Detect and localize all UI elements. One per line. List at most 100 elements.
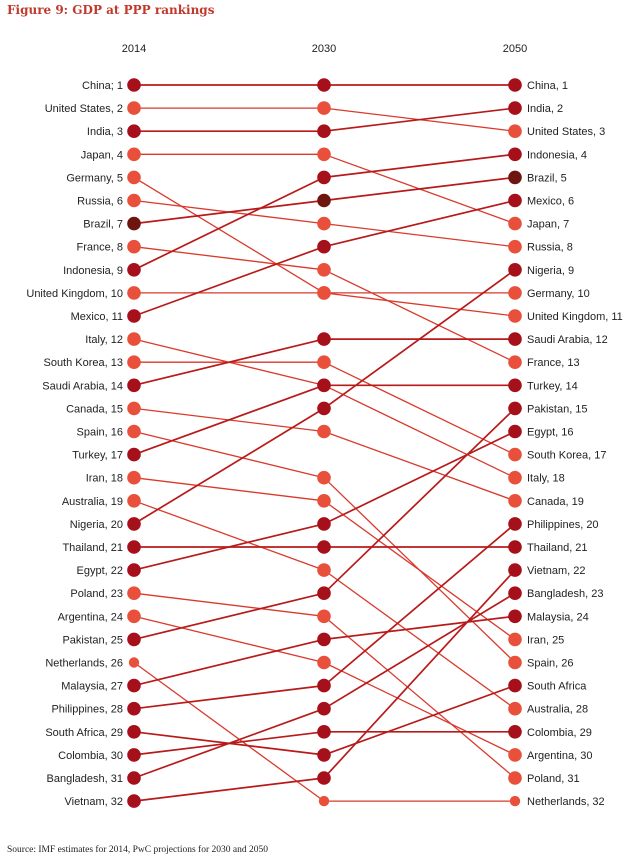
dot-colombia-2030	[317, 725, 331, 739]
line-bangladesh-2030-2050	[323, 592, 516, 710]
source-note: Source: IMF estimates for 2014, PwC proj…	[7, 845, 268, 855]
dot-egypt-2014	[127, 563, 141, 577]
dot-nigeria-2050	[508, 263, 522, 277]
figure-title: Figure 9: GDP at PPP rankings	[7, 3, 215, 17]
rank-dots	[127, 78, 522, 808]
line-brazil-2014-2030	[133, 199, 325, 225]
label-2014-united-kingdom: United Kingdom, 10	[26, 288, 123, 300]
dot-netherlands-2050	[509, 795, 521, 807]
line-italy-2030-2050	[323, 384, 516, 479]
dot-malaysia-2050	[508, 609, 522, 624]
label-2014-poland: Poland, 23	[70, 588, 123, 600]
dot-malaysia-2030	[317, 632, 331, 647]
dot-turkey-2014	[127, 447, 141, 462]
label-2014-saudi-arabia: Saudi Arabia, 14	[42, 380, 123, 392]
label-2050-egypt: Egypt, 16	[527, 427, 573, 439]
label-2014-spain: Spain, 16	[77, 427, 123, 439]
label-2014-china: China; 1	[82, 80, 123, 92]
dot-pakistan-2014	[127, 632, 141, 647]
label-2050-russia: Russia, 8	[527, 242, 573, 254]
dot-netherlands-2014	[128, 657, 140, 668]
label-2014-iran: Iran, 18	[86, 473, 123, 485]
dot-netherlands-2030	[318, 795, 330, 807]
dot-poland-2030	[317, 609, 331, 624]
dot-italy-2050	[508, 470, 522, 485]
dot-philippines-2030	[317, 678, 331, 693]
label-2050-united-states: United States, 3	[527, 126, 605, 138]
dot-china-2030	[317, 78, 331, 92]
dot-pakistan-2050	[508, 401, 522, 416]
dot-indonesia-2050	[508, 147, 522, 162]
dot-south-korea-2014	[127, 355, 141, 370]
label-2050-bangladesh: Bangladesh, 23	[527, 588, 603, 600]
label-2014-philippines: Philippines, 28	[51, 704, 123, 716]
label-2050-south-korea: South Korea, 17	[527, 450, 607, 462]
line-france-2030-2050	[323, 269, 516, 363]
dot-south-africa-2030	[317, 748, 331, 762]
dot-indonesia-2014	[127, 263, 141, 277]
dot-argentina-2014	[127, 609, 141, 624]
line-pakistan-2014-2030	[133, 592, 325, 641]
dot-germany-2050	[508, 286, 522, 300]
line-france-2014-2030	[133, 246, 325, 271]
label-2014-france: France, 8	[77, 242, 123, 254]
label-2050-germany: Germany, 10	[527, 288, 590, 300]
dot-bangladesh-2050	[508, 586, 522, 600]
dot-egypt-2030	[317, 517, 331, 531]
label-2050-china: China, 1	[527, 80, 568, 92]
dot-france-2014	[127, 239, 141, 254]
line-russia-2030-2050	[323, 222, 516, 248]
dot-brazil-2014	[127, 216, 141, 231]
label-2014-argentina: Argentina, 24	[58, 611, 123, 623]
line-iran-2030-2050	[323, 500, 516, 640]
line-mexico-2030-2050	[323, 199, 516, 248]
dot-south-africa-2050	[508, 678, 522, 693]
dot-iran-2030	[317, 494, 331, 508]
dot-india-2030	[317, 124, 331, 138]
label-2050-japan: Japan, 7	[527, 219, 569, 231]
label-2014-pakistan: Pakistan, 25	[62, 634, 123, 646]
line-egypt-2014-2030	[133, 523, 325, 571]
dot-thailand-2050	[508, 540, 522, 554]
dot-japan-2014	[127, 147, 141, 162]
label-2050-indonesia: Indonesia, 4	[527, 149, 587, 161]
dot-thailand-2014	[127, 540, 141, 554]
label-2050-brazil: Brazil, 5	[527, 172, 567, 184]
dot-united-states-2014	[127, 101, 141, 115]
dot-russia-2014	[127, 193, 141, 208]
dot-mexico-2030	[317, 239, 331, 254]
label-2014-egypt: Egypt, 22	[77, 565, 123, 577]
dot-australia-2050	[508, 701, 522, 716]
dot-bangladesh-2030	[317, 701, 331, 716]
dot-iran-2050	[508, 632, 522, 647]
dot-japan-2030	[317, 147, 331, 162]
label-2050-australia: Australia, 28	[527, 704, 588, 716]
line-vietnam-2030-2050	[323, 569, 516, 779]
rank-labels: China; 1 China, 1 United States, 2 United S…	[26, 80, 622, 808]
line-germany-2014-2030	[133, 176, 325, 294]
line-pakistan-2030-2050	[323, 407, 516, 594]
label-2014-malaysia: Malaysia, 27	[61, 681, 123, 693]
dot-canada-2014	[127, 401, 141, 416]
dot-united-states-2050	[508, 124, 522, 138]
line-spain-2014-2030	[133, 430, 325, 479]
dot-nigeria-2030	[317, 401, 331, 416]
dot-brazil-2050	[508, 170, 522, 185]
label-2050-italy: Italy, 18	[527, 473, 565, 485]
label-2050-spain: Spain, 26	[527, 658, 573, 670]
line-bangladesh-2014-2030	[133, 707, 325, 779]
label-2014-nigeria: Nigeria, 20	[70, 519, 123, 531]
dot-malaysia-2014	[127, 678, 141, 693]
line-nigeria-2030-2050	[323, 269, 516, 410]
label-2014-south-korea: South Korea, 13	[43, 357, 123, 369]
dot-saudi-arabia-2030	[317, 332, 331, 346]
line-canada-2030-2050	[323, 430, 516, 502]
line-australia-2014-2030	[133, 500, 325, 571]
label-2014-indonesia: Indonesia, 9	[63, 265, 123, 277]
dot-saudi-arabia-2014	[127, 378, 141, 393]
label-2050-thailand: Thailand, 21	[527, 542, 588, 554]
label-2014-germany: Germany, 5	[66, 172, 123, 184]
line-malaysia-2014-2030	[133, 638, 325, 687]
column-headers: 2014 2030 2050	[122, 43, 527, 55]
label-2014-india: India, 3	[87, 126, 123, 138]
